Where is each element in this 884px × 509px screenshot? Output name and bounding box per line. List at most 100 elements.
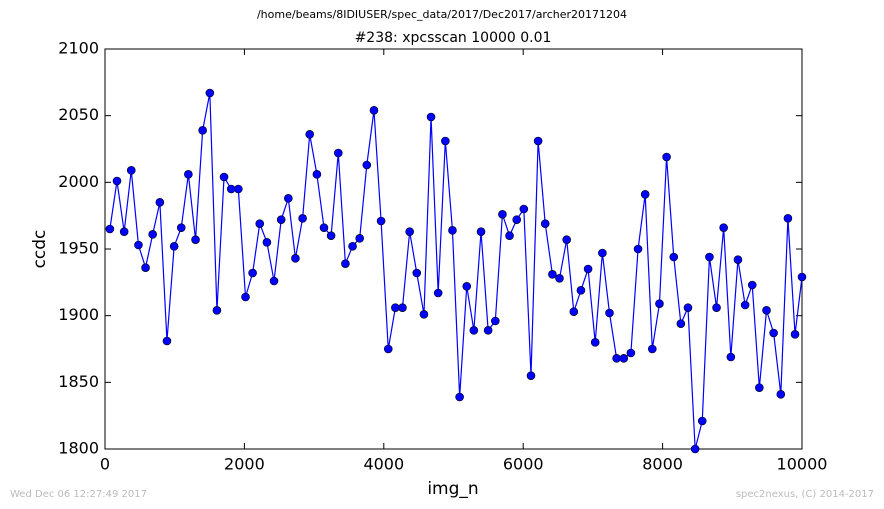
data-point <box>348 242 357 251</box>
data-point <box>383 344 393 354</box>
data-point <box>669 252 679 262</box>
data-point <box>119 227 129 236</box>
data-point <box>398 303 407 312</box>
data-point <box>676 319 686 328</box>
y-tick-label: 1950 <box>58 239 99 258</box>
data-point <box>448 226 457 235</box>
data-point <box>419 310 429 319</box>
data-point <box>540 219 550 228</box>
data-point <box>141 263 150 272</box>
data-point <box>697 416 707 426</box>
y-tick-label: 2000 <box>58 172 99 191</box>
data-point <box>112 176 122 186</box>
data-point <box>441 136 450 146</box>
data-point <box>176 223 186 232</box>
data-point <box>740 300 750 310</box>
x-tick-label: 6000 <box>503 455 544 474</box>
data-point <box>198 126 207 135</box>
data-point <box>733 255 743 264</box>
data-point <box>576 286 586 295</box>
data-point <box>655 299 664 308</box>
x-tick-label: 2000 <box>224 455 265 474</box>
data-point <box>412 268 422 278</box>
data-point <box>662 152 671 162</box>
data-point <box>333 148 343 158</box>
suptitle: /home/beams/8IDIUSER/spec_data/2017/Dec2… <box>257 8 627 21</box>
data-point <box>555 274 564 283</box>
data-point <box>612 354 621 363</box>
data-point <box>690 444 700 454</box>
data-point <box>376 216 386 226</box>
credit: spec2nexus, (C) 2014-2017 <box>736 489 874 500</box>
data-point <box>797 272 807 282</box>
data-point <box>105 224 115 234</box>
x-tick-label: 4000 <box>363 455 404 474</box>
data-point <box>134 240 143 250</box>
data-point <box>626 348 636 358</box>
data-point <box>769 328 778 338</box>
data-point <box>647 344 657 354</box>
data-point <box>248 268 257 278</box>
data-point <box>705 252 714 262</box>
data-point <box>255 219 265 228</box>
data-point <box>712 303 721 312</box>
y-tick-label: 2100 <box>58 39 99 58</box>
data-point <box>776 390 786 399</box>
data-point <box>326 231 336 240</box>
data-point <box>583 264 593 274</box>
data-point <box>633 244 643 254</box>
data-point <box>162 336 172 346</box>
y-axis-label: ccdc <box>30 230 50 269</box>
data-point <box>205 88 215 98</box>
data-point <box>369 106 379 115</box>
data-point <box>362 160 372 170</box>
data-point <box>426 112 436 122</box>
data-point <box>319 223 329 232</box>
y-tick-label: 2050 <box>58 105 99 124</box>
data-point <box>455 392 464 402</box>
data-point <box>433 288 443 298</box>
y-tick-label: 1850 <box>58 372 99 391</box>
data-point <box>512 215 522 224</box>
data-point <box>683 303 693 312</box>
data-point <box>219 172 229 182</box>
data-point <box>569 307 579 316</box>
data-point <box>305 130 315 139</box>
y-tick-label: 1900 <box>58 305 99 324</box>
data-point <box>526 371 536 380</box>
data-point <box>619 354 629 363</box>
data-point <box>476 227 486 236</box>
data-point <box>291 254 300 263</box>
data-point <box>262 238 272 247</box>
data-point <box>640 190 650 199</box>
data-point <box>562 235 571 244</box>
data-point <box>519 204 529 214</box>
x-tick-label: 10000 <box>777 455 828 474</box>
data-point <box>533 136 543 146</box>
data-point <box>498 210 507 219</box>
y-tick-label: 1800 <box>58 439 99 458</box>
data-point <box>505 231 514 240</box>
data-point <box>234 184 243 194</box>
data-point <box>747 280 757 290</box>
data-point <box>483 326 493 335</box>
data-point <box>298 214 307 223</box>
data-point <box>719 223 728 232</box>
data-point <box>341 259 350 268</box>
data-point <box>191 235 200 244</box>
data-point <box>212 306 222 315</box>
timestamp: Wed Dec 06 12:27:49 2017 <box>10 489 147 500</box>
x-tick-label: 0 <box>100 455 110 474</box>
chart-title: #238: xpcsscan 10000 0.01 <box>355 30 552 46</box>
data-point <box>184 170 193 179</box>
data-point <box>405 227 414 236</box>
data-point <box>284 194 293 203</box>
data-point <box>548 270 557 279</box>
data-point <box>241 292 250 302</box>
data-point <box>169 242 179 251</box>
data-point <box>155 198 165 207</box>
data-point <box>590 338 600 347</box>
data-point <box>269 276 279 286</box>
x-tick-label: 8000 <box>642 455 683 474</box>
